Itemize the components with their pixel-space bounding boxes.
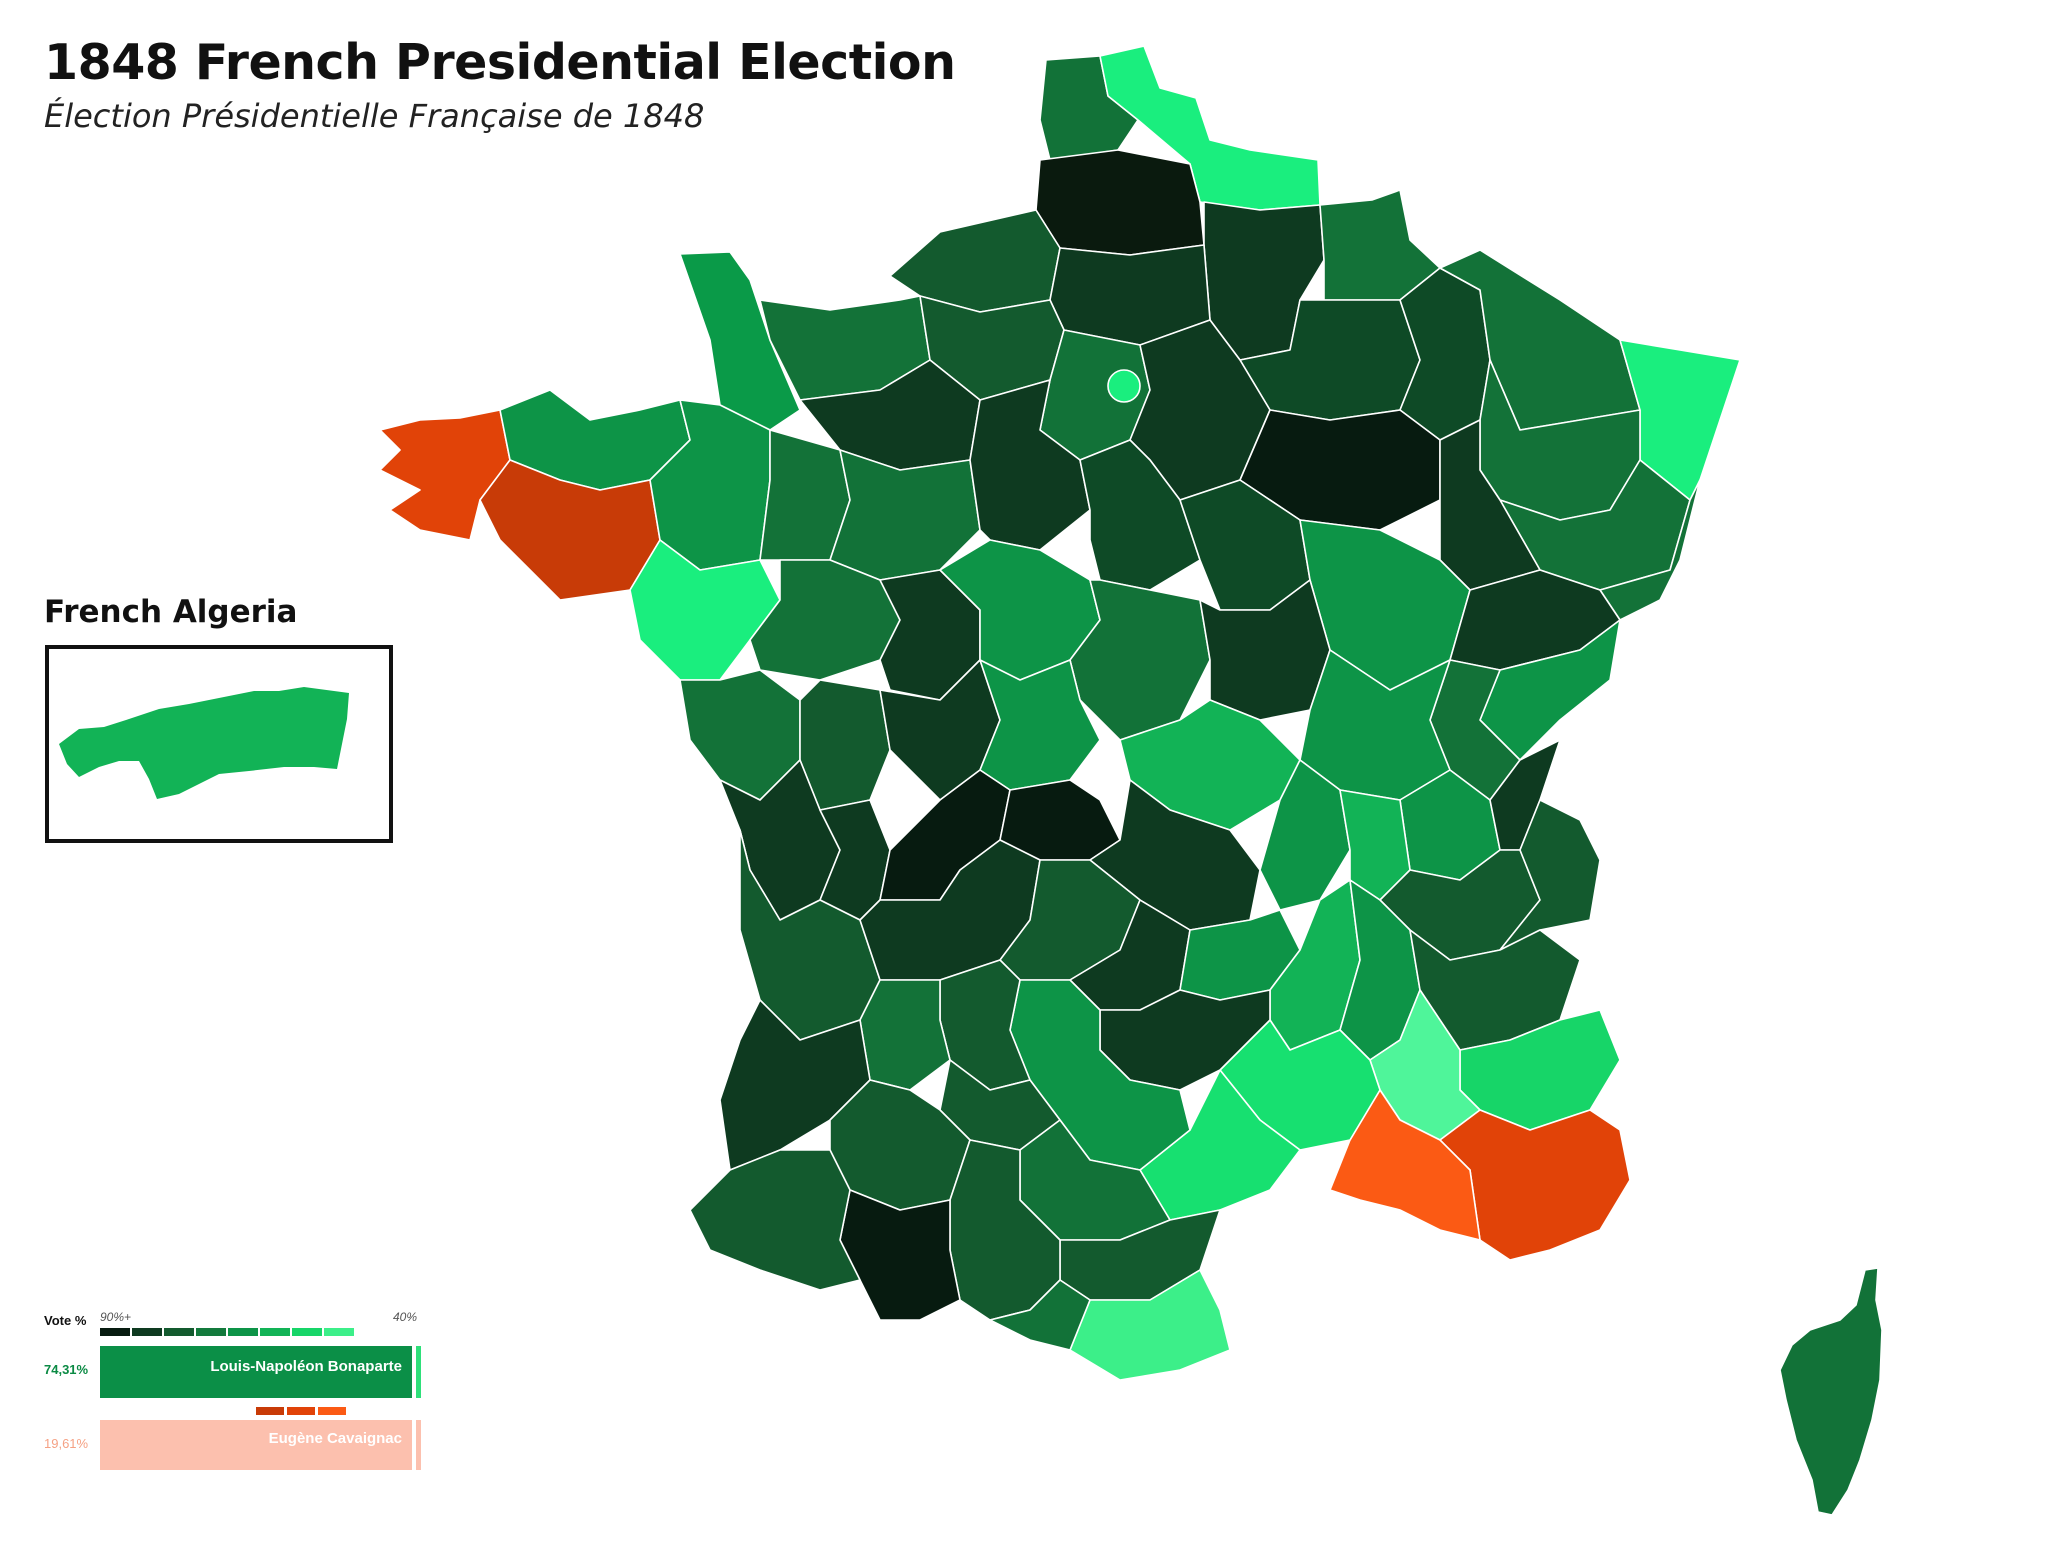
dept-indre[interactable] <box>979 659 1101 791</box>
dept-lot-et-garonne[interactable] <box>859 979 951 1091</box>
dept-finistere[interactable] <box>379 409 511 541</box>
candidate-2-bar-end <box>416 1420 421 1470</box>
candidate-2-pct: 19,61% <box>44 1436 89 1451</box>
inset-title: French Algeria <box>44 594 298 630</box>
legend-red-swatch-2 <box>318 1407 346 1415</box>
dept-deux-sevres[interactable] <box>799 679 891 811</box>
candidate-2-bar: Eugène Cavaignac <box>100 1420 412 1470</box>
dept-somme[interactable] <box>1035 149 1205 256</box>
dept-pyrenees-orientales[interactable] <box>1069 1269 1231 1381</box>
dept-haut-rhin[interactable] <box>1599 479 1701 621</box>
dept-savoie[interactable] <box>1499 799 1601 951</box>
dept-ariege[interactable] <box>989 1279 1091 1351</box>
page-subtitle: Élection Présidentielle Française de 184… <box>44 97 705 135</box>
dept-manche[interactable] <box>679 251 801 431</box>
page-title: 1848 French Presidential Election <box>44 34 956 91</box>
legend-green-swatch-0 <box>100 1328 130 1336</box>
dept-bouches-du-rhone[interactable] <box>1329 1089 1481 1241</box>
candidate-1-bar: Louis-Napoléon Bonaparte <box>100 1346 412 1398</box>
legend-vote-label: Vote % <box>44 1313 87 1328</box>
legend-green-swatch-1 <box>132 1328 162 1336</box>
legend-red-swatch-1 <box>287 1407 315 1415</box>
dept-landes[interactable] <box>719 999 871 1171</box>
dept-basses-pyrenees[interactable] <box>689 1149 861 1291</box>
legend-red-swatch-0 <box>256 1407 284 1415</box>
algeria-inset <box>45 645 393 843</box>
legend-green-swatch-2 <box>164 1328 194 1336</box>
legend-scale-low: 40% <box>393 1310 418 1324</box>
dept-algeria[interactable] <box>59 687 349 799</box>
legend-green-swatch-5 <box>260 1328 290 1336</box>
legend-scale-high: 90%+ <box>100 1310 132 1324</box>
dept-seine[interactable] <box>1107 369 1141 403</box>
algeria-map <box>59 687 349 799</box>
dept-hautes-pyrenees[interactable] <box>839 1189 961 1321</box>
dept-corse[interactable] <box>1779 1267 1883 1516</box>
legend-green-swatch-4 <box>228 1328 258 1336</box>
legend-red-scale <box>256 1407 349 1415</box>
legend-green-swatch-6 <box>292 1328 322 1336</box>
candidate-1-pct: 74,31% <box>44 1362 89 1377</box>
dept-creuse[interactable] <box>999 779 1121 861</box>
dept-nord[interactable] <box>1099 45 1321 211</box>
candidate-1-bar-end <box>416 1346 421 1398</box>
legend-green-swatch-3 <box>196 1328 226 1336</box>
legend-green-swatch-7 <box>324 1328 354 1336</box>
legend-green-scale <box>100 1328 356 1336</box>
